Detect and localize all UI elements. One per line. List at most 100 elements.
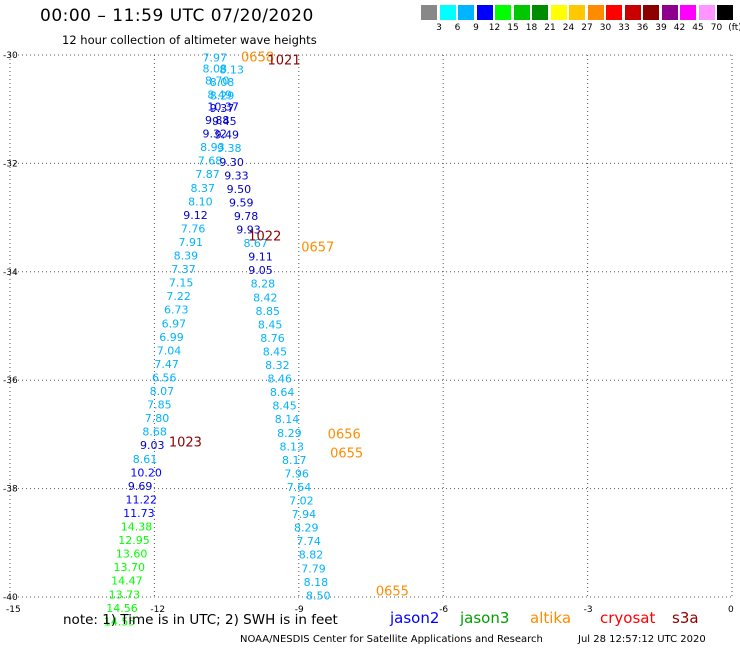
- swh-value-label: 9.59: [229, 196, 254, 209]
- pass-time-label: 0655: [330, 446, 363, 461]
- swh-value-label: 8.61: [133, 453, 158, 466]
- pass-time-label: 1023: [169, 436, 202, 451]
- swh-value-label: 8.45: [272, 400, 297, 413]
- color-scale-label: 45: [692, 23, 704, 33]
- color-scale-label: 9: [473, 23, 479, 33]
- swh-value-label: 7.22: [166, 290, 191, 303]
- color-scale-label: (ft): [728, 23, 740, 33]
- x-tick-label: -12: [150, 605, 165, 615]
- swh-value-label: 6.73: [164, 304, 189, 317]
- swh-value-label: 8.42: [253, 291, 278, 304]
- swh-value-label: 9.03: [140, 439, 165, 452]
- swh-value-label: 6.97: [162, 317, 187, 330]
- swh-value-label: 11.73: [123, 507, 155, 520]
- swh-value-label: 9.11: [248, 251, 273, 264]
- swh-value-label: 8.50: [306, 589, 331, 602]
- y-tick-label: -40: [3, 593, 18, 603]
- page-subtitle: 12 hour collection of altimeter wave hei…: [62, 33, 317, 47]
- color-scale-label: 6: [454, 23, 461, 33]
- swh-value-label: 8.45: [258, 318, 283, 331]
- swh-value-label: 7.87: [195, 168, 220, 181]
- swh-value-label: 7.96: [284, 467, 309, 480]
- pass-time-label: 1021: [268, 53, 301, 68]
- swh-value-label: 14.47: [111, 575, 143, 588]
- swh-value-label: 7.37: [171, 263, 196, 276]
- swh-value-label: 7.85: [147, 399, 172, 412]
- swh-value-label: 14.38: [121, 521, 153, 534]
- color-scale-label: 18: [525, 23, 538, 33]
- swh-value-label: 13.73: [109, 588, 141, 601]
- plot-frame: [9, 54, 733, 598]
- color-swatch: [569, 5, 585, 20]
- swh-value-label: 9.32: [203, 128, 228, 141]
- x-tick-label: -6: [439, 605, 448, 615]
- y-tick-label: -38: [3, 485, 18, 495]
- swh-value-label: 9.49: [215, 129, 240, 142]
- swh-value-label: 8.70: [205, 74, 230, 87]
- x-tick-label: -15: [6, 605, 21, 615]
- color-scale-label: 21: [544, 23, 556, 33]
- color-scale-label: 24: [562, 23, 575, 33]
- swh-value-label: 8.76: [260, 332, 285, 345]
- swh-value-label: 12.95: [118, 534, 150, 547]
- swh-value-label: 7.47: [154, 358, 179, 371]
- swh-value-label: 10.20: [130, 466, 162, 479]
- x-tick-label: -3: [584, 605, 593, 615]
- pass-time-label: 0658: [241, 51, 274, 66]
- swh-value-label: 8.32: [265, 359, 290, 372]
- color-swatch: [606, 5, 622, 20]
- satellite-legend-item: altika: [530, 609, 572, 627]
- swh-value-label: 8.45: [263, 345, 288, 358]
- swh-value-label: 9.45: [212, 115, 237, 128]
- color-swatch: [532, 5, 548, 20]
- swh-value-label: 14.55: [104, 615, 136, 628]
- swh-value-label: 8.18: [304, 576, 329, 589]
- y-tick-label: -32: [3, 159, 18, 169]
- swh-value-label: 7.80: [145, 412, 170, 425]
- color-swatch: [458, 5, 474, 20]
- swh-value-label: 7.15: [169, 277, 194, 290]
- color-scale-label: 30: [599, 23, 612, 33]
- swh-value-label: 8.93: [200, 141, 225, 154]
- swh-value-label: 9.05: [248, 264, 273, 277]
- swh-value-label: 9.38: [217, 142, 242, 155]
- swh-value-label: 8.17: [282, 454, 307, 467]
- swh-value-label: 8.85: [255, 305, 279, 318]
- page-title: 00:00 – 11:59 UTC 07/20/2020: [40, 6, 314, 26]
- swh-value-label: 13.70: [113, 561, 145, 574]
- swh-value-label: 6.99: [159, 331, 184, 344]
- swh-value-label: 7.04: [157, 344, 182, 357]
- color-scale-label: 42: [673, 23, 686, 33]
- color-scale-label: 70: [710, 23, 723, 33]
- color-swatch: [624, 5, 641, 20]
- swh-value-label: 11.22: [126, 493, 157, 506]
- color-swatch: [439, 5, 456, 20]
- pass-time-label: 0655: [376, 585, 409, 600]
- swh-value-label: 8.10: [188, 195, 213, 208]
- color-swatch: [717, 5, 733, 20]
- satellite-legend-item: s3a: [672, 609, 699, 627]
- swh-value-label: 13.60: [116, 548, 148, 561]
- y-tick-label: -34: [3, 268, 18, 278]
- swh-value-label: 9.30: [219, 156, 244, 169]
- swh-value-label: 9.50: [227, 183, 252, 196]
- color-scale-label: 27: [581, 23, 593, 33]
- satellite-legend-item: jason2: [390, 609, 440, 627]
- x-tick-label: 0: [728, 605, 734, 615]
- swh-value-label: 10.37: [207, 100, 239, 113]
- color-swatch: [587, 5, 604, 20]
- swh-value-label: 8.39: [174, 250, 199, 263]
- color-swatch: [513, 5, 530, 20]
- swh-value-label: 9.69: [128, 480, 153, 493]
- swh-value-label: 9.37: [210, 102, 235, 115]
- swh-value-label: 9.78: [234, 210, 259, 223]
- color-swatch: [643, 5, 659, 20]
- swh-value-label: 7.79: [301, 562, 326, 575]
- color-swatch: [550, 5, 567, 20]
- swh-value-label: 7.97: [203, 52, 228, 65]
- swh-value-label: 9.33: [224, 169, 249, 182]
- y-tick-label: -36: [3, 376, 18, 386]
- color-scale-label: 12: [488, 23, 501, 33]
- swh-value-label: 8.67: [243, 237, 267, 250]
- swh-value-label: 7.76: [181, 222, 206, 235]
